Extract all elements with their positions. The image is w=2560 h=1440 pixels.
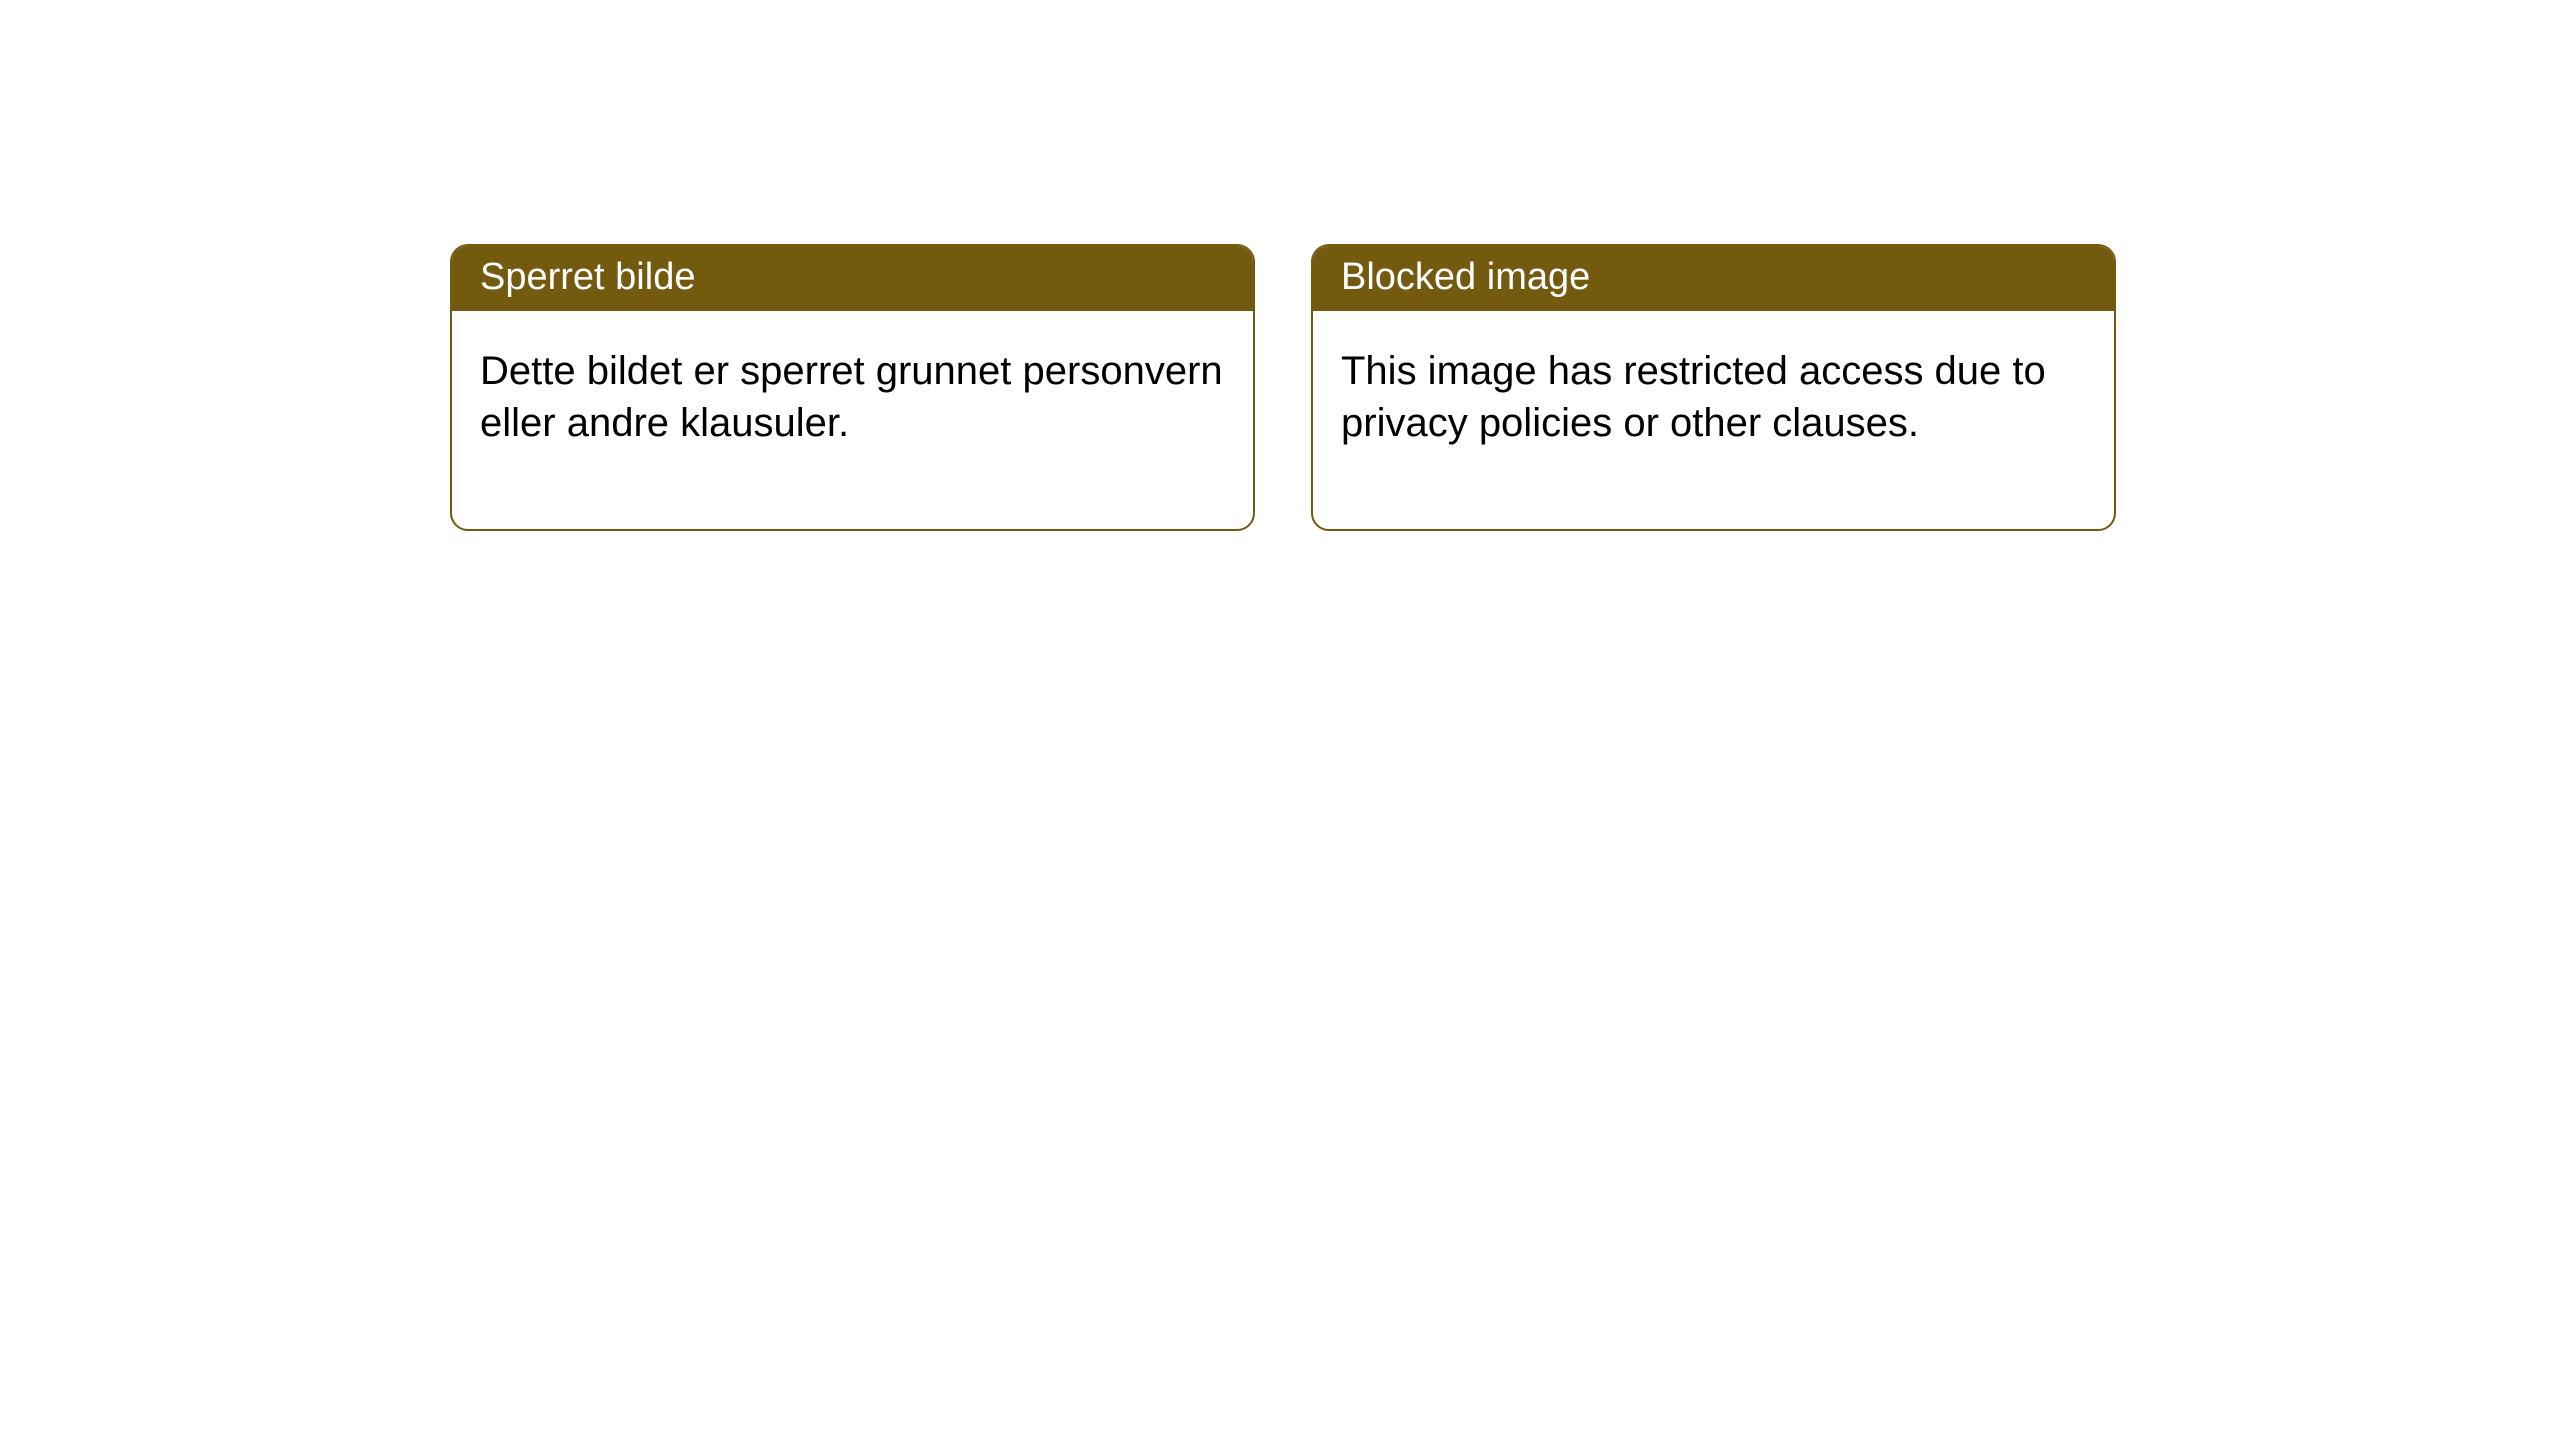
notice-body: This image has restricted access due to …: [1313, 311, 2114, 529]
notice-card-norwegian: Sperret bilde Dette bildet er sperret gr…: [450, 244, 1255, 531]
notice-header: Blocked image: [1313, 246, 2114, 311]
notice-container: Sperret bilde Dette bildet er sperret gr…: [0, 0, 2560, 531]
notice-body: Dette bildet er sperret grunnet personve…: [452, 311, 1253, 529]
notice-card-english: Blocked image This image has restricted …: [1311, 244, 2116, 531]
notice-header: Sperret bilde: [452, 246, 1253, 311]
